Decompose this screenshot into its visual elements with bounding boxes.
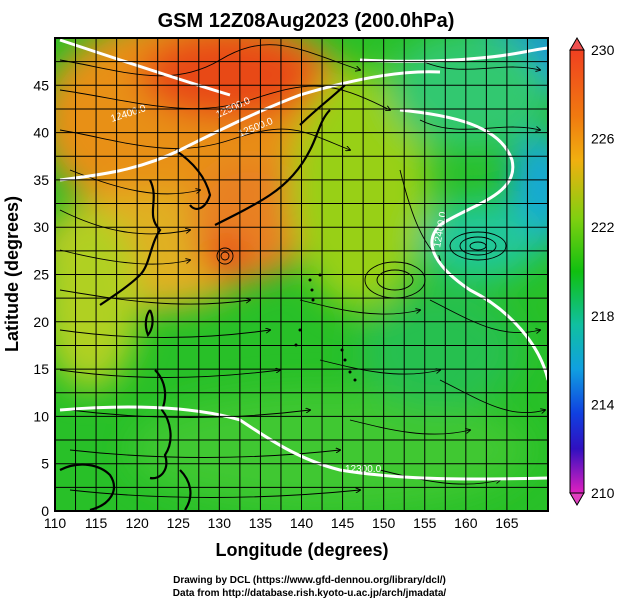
- colorbar-ticks: 230 226 222 218 214 210: [591, 42, 615, 501]
- x-tick-label: 125: [167, 515, 191, 531]
- x-tick-label: 155: [413, 515, 437, 531]
- colorbar-tick-label: 226: [591, 131, 615, 147]
- colorbar-min-arrow: [569, 492, 585, 506]
- y-tick-label: 15: [33, 361, 49, 377]
- colorbar-tick-label: 230: [591, 42, 615, 58]
- y-tick-label: 35: [33, 172, 49, 188]
- colorbar: 230 226 222 218 214 210: [569, 37, 615, 506]
- x-tick-label: 135: [249, 515, 273, 531]
- colorbar-max-arrow: [569, 37, 585, 51]
- y-tick-label: 5: [41, 456, 49, 472]
- grid: [55, 38, 548, 511]
- y-tick-label: 45: [33, 77, 49, 93]
- x-tick-label: 145: [331, 515, 355, 531]
- colorbar-tick-label: 214: [591, 396, 615, 412]
- y-tick-label: 40: [33, 125, 49, 141]
- y-tick-label: 10: [33, 408, 49, 424]
- x-tick-label: 130: [208, 515, 232, 531]
- x-tick-label: 140: [290, 515, 314, 531]
- x-tick-label: 110: [44, 515, 67, 531]
- x-tick-label: 165: [495, 515, 519, 531]
- x-tick-label: 115: [85, 515, 108, 531]
- y-tick-label: 30: [33, 219, 49, 235]
- colorbar-tick-label: 222: [591, 219, 615, 235]
- x-tick-label: 150: [372, 515, 396, 531]
- x-axis-label: Longitude (degrees): [215, 540, 388, 560]
- x-tick-label: 120: [125, 515, 149, 531]
- credit-line-2: Data from http://database.rish.kyoto-u.a…: [172, 588, 447, 599]
- y-tick-label: 0: [41, 503, 49, 519]
- x-axis-ticks: 110 115 120 125 130 135 140 145 150 155 160 165: [44, 515, 519, 531]
- x-tick-label: 160: [454, 515, 478, 531]
- credit-line-1: Drawing by DCL (https://www.gfd-dennou.o…: [173, 575, 446, 586]
- chart-title: GSM 12Z08Aug2023 (200.0hPa): [158, 10, 455, 32]
- y-tick-label: 25: [33, 267, 49, 283]
- y-tick-label: 20: [33, 314, 49, 330]
- colorbar-bar: [569, 49, 585, 494]
- y-axis-ticks: 0 5 10 15 20 25 30 35 40 45: [33, 77, 49, 519]
- plot-frame: [54, 37, 549, 512]
- colorbar-tick-label: 218: [591, 308, 615, 324]
- colorbar-tick-label: 210: [591, 485, 615, 501]
- y-axis-label: Latitude (degrees): [2, 196, 22, 352]
